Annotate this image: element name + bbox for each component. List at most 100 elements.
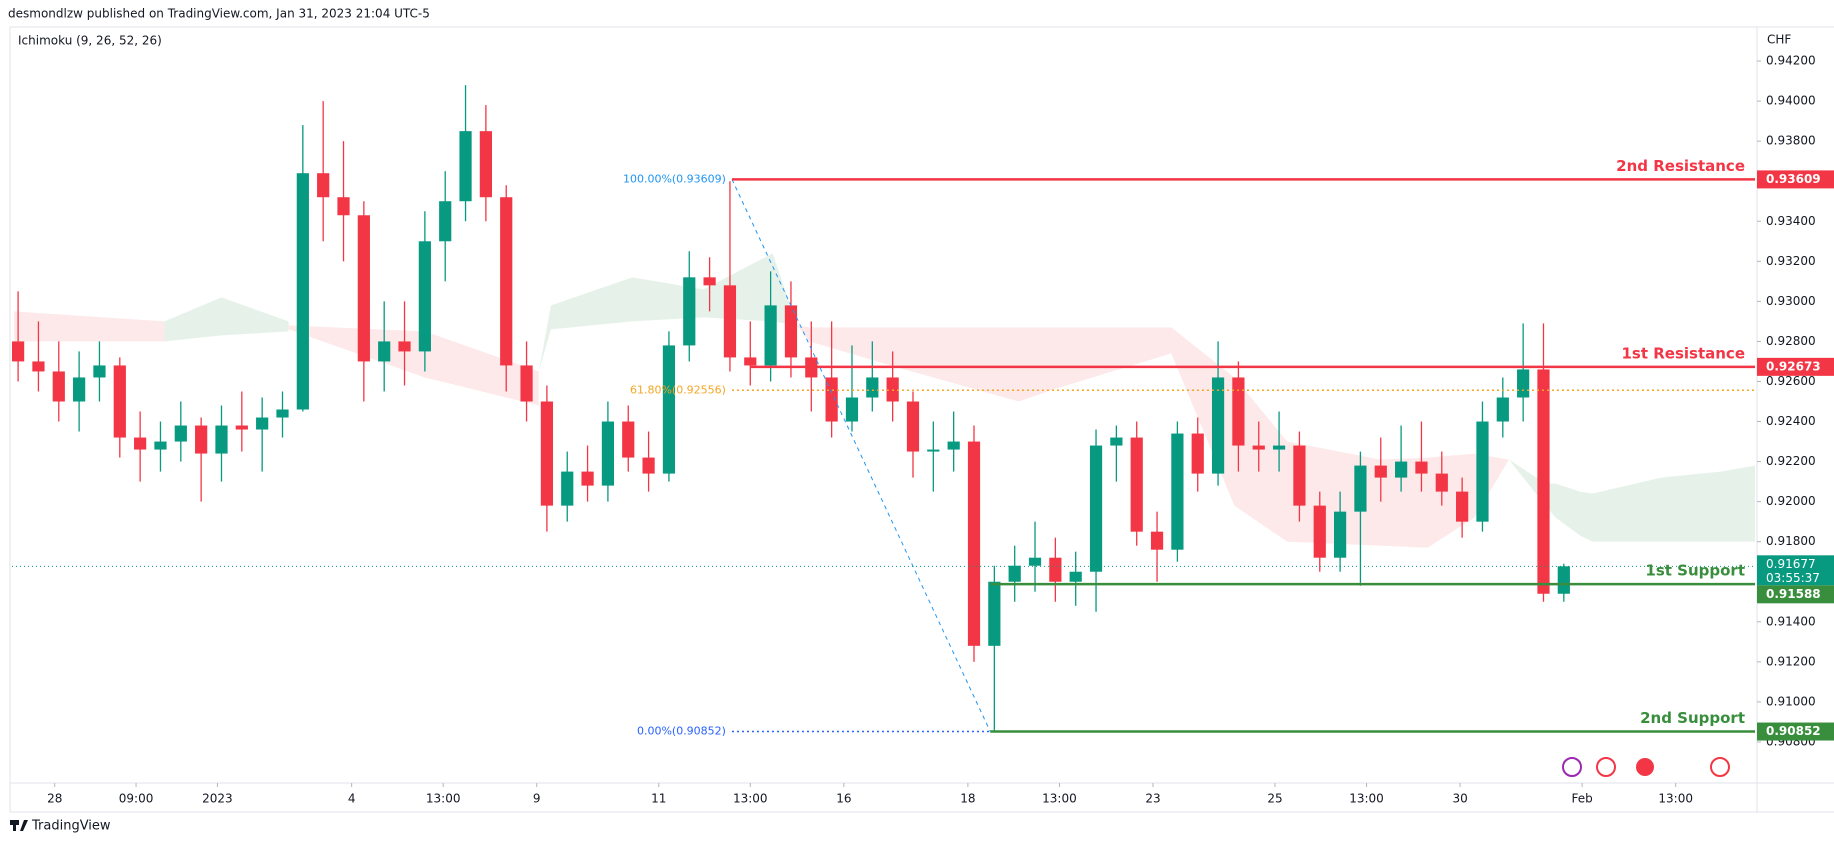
- candle-body: [927, 449, 940, 452]
- candle-body: [439, 201, 452, 242]
- last-price-box: [1757, 555, 1834, 586]
- candle-body: [195, 425, 208, 454]
- countdown-label: 03:55:37: [1766, 571, 1820, 585]
- candle-body: [1089, 445, 1103, 572]
- ichimoku-cloud: [538, 253, 798, 372]
- candle-body: [1171, 433, 1184, 550]
- candle-body: [1110, 437, 1123, 446]
- x-tick-label: 13:00: [1658, 792, 1693, 806]
- candle-body: [93, 365, 106, 378]
- currency-label: CHF: [1767, 33, 1791, 47]
- y-tick-label: 0.91800: [1766, 534, 1816, 548]
- plot: 0.908000.910000.912000.914000.916000.918…: [12, 54, 1834, 806]
- candle-body: [764, 305, 777, 366]
- y-tick-label: 0.92400: [1766, 414, 1816, 428]
- event-icon[interactable]: [1636, 758, 1654, 776]
- candle-body: [1008, 565, 1021, 582]
- candle-body: [1232, 377, 1245, 446]
- candle-body: [113, 365, 126, 438]
- y-tick-label: 0.91200: [1766, 654, 1816, 668]
- brand-name: TradingView: [31, 819, 111, 834]
- candle-body: [1069, 571, 1082, 582]
- candle-body: [500, 197, 513, 366]
- candle-body: [134, 437, 147, 450]
- candle-body: [459, 131, 472, 202]
- candle-body: [378, 341, 391, 362]
- event-icon[interactable]: [1710, 757, 1730, 777]
- candle-body: [52, 371, 65, 402]
- level-label: 2nd Resistance: [1616, 157, 1745, 175]
- candle-body: [886, 377, 899, 402]
- published-note: desmondlzw published on TradingView.com,…: [8, 7, 430, 21]
- candle-body: [967, 441, 981, 646]
- y-tick-label: 0.92200: [1766, 454, 1816, 468]
- x-tick-label: 23: [1145, 792, 1160, 806]
- level-label: 1st Support: [1645, 562, 1745, 580]
- event-icon[interactable]: [1596, 757, 1616, 777]
- candle-body: [1130, 437, 1143, 532]
- candle-body: [683, 277, 696, 346]
- level-price-box: [1757, 585, 1834, 604]
- y-tick-label: 0.91000: [1766, 694, 1816, 708]
- candle-body: [256, 417, 269, 430]
- candle-body: [1557, 566, 1570, 594]
- candle-body: [73, 377, 86, 402]
- candle-body: [1313, 505, 1326, 558]
- candle-body: [357, 215, 370, 362]
- candle-body: [601, 421, 615, 486]
- level-price-box: [1757, 357, 1834, 376]
- x-tick-label: 13:00: [733, 792, 768, 806]
- candle-body: [845, 397, 859, 422]
- candle-body: [1028, 557, 1042, 566]
- event-icon[interactable]: [1562, 757, 1582, 777]
- y-tick-label: 0.91400: [1766, 614, 1816, 628]
- candle-body: [1333, 511, 1347, 558]
- candle-body: [1435, 473, 1448, 492]
- x-tick-label: 28: [47, 792, 62, 806]
- candle-body: [744, 357, 757, 366]
- level-price-box: [1757, 170, 1834, 189]
- candle-body: [1211, 377, 1225, 474]
- candle-body: [988, 581, 1001, 646]
- candle-body: [906, 401, 920, 452]
- candle-body: [540, 401, 554, 506]
- level-price-label: 0.93609: [1766, 172, 1821, 186]
- candle-body: [1150, 531, 1164, 550]
- candle-body: [520, 365, 533, 402]
- x-tick-label: 13:00: [1042, 792, 1077, 806]
- x-tick-label: 30: [1452, 792, 1467, 806]
- candle-body: [235, 425, 248, 430]
- candle-body: [317, 173, 330, 198]
- last-price-label: 0.91677: [1766, 557, 1816, 571]
- candle-body: [296, 173, 309, 410]
- candle-body: [215, 425, 228, 454]
- candle-body: [723, 285, 737, 358]
- fib-label: 0.00%(0.90852): [637, 725, 726, 738]
- fib-label: 100.00%(0.93609): [623, 172, 726, 185]
- candle-body: [1374, 465, 1387, 478]
- level-label: 2nd Support: [1640, 709, 1745, 727]
- level-price-box: [1757, 722, 1834, 741]
- y-tick-label: 0.93000: [1766, 294, 1816, 308]
- x-tick-label: 13:00: [426, 792, 461, 806]
- fib-diagonal: [731, 179, 991, 732]
- candle-body: [784, 305, 798, 358]
- x-tick-label: 9: [533, 792, 541, 806]
- ichimoku-cloud: [164, 297, 289, 342]
- logo-shape: [13, 820, 16, 831]
- candle-body: [622, 421, 635, 458]
- candle-body: [1252, 445, 1265, 450]
- x-tick-label: 25: [1267, 792, 1282, 806]
- level-price-label: 0.90852: [1766, 724, 1821, 738]
- y-tick-label: 0.92800: [1766, 334, 1816, 348]
- candle-body: [1456, 491, 1469, 522]
- candle-body: [1517, 369, 1530, 398]
- y-tick-label: 0.93800: [1766, 134, 1816, 148]
- candle-body: [154, 441, 167, 450]
- level-label: 1st Resistance: [1621, 344, 1745, 362]
- x-tick-label: 13:00: [1349, 792, 1384, 806]
- candle-body: [1537, 369, 1550, 594]
- candle-body: [642, 457, 655, 474]
- y-tick-label: 0.92000: [1766, 494, 1816, 508]
